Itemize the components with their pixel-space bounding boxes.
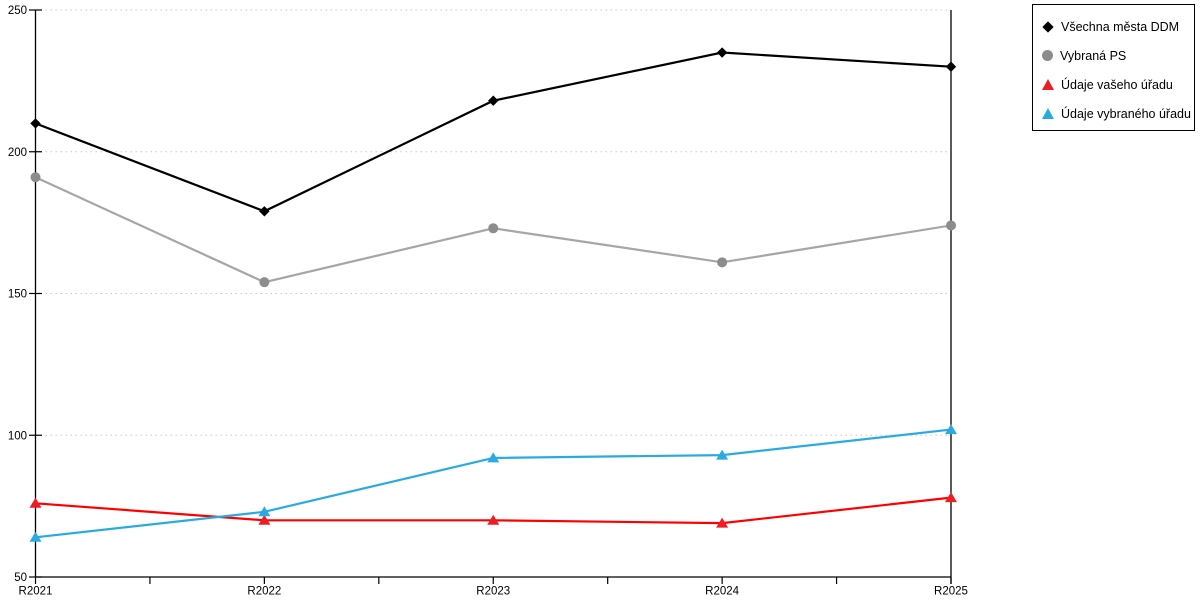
y-axis-label-150: 150 (8, 289, 27, 301)
x-axis-label-R2021: R2021 (19, 586, 53, 598)
legend-item-udaje-vybraneho-uradu: Údaje vybraného úřadu (1042, 99, 1194, 128)
legend-label: Všechna města DDM (1061, 19, 1180, 34)
series-1-circle-marker (259, 277, 270, 288)
series-0-diamond-marker (716, 47, 728, 58)
triangle-marker-icon (1042, 108, 1054, 119)
series-3-triangle-marker (487, 452, 500, 463)
y-axis-label-200: 200 (8, 147, 27, 159)
legend-label: Údaje vybraného úřadu (1061, 106, 1191, 121)
legend-box: Všechna města DDM Vybraná PS Údaje vašeh… (1032, 4, 1195, 131)
series-2-triangle-marker (945, 492, 957, 503)
legend-item-vybrana-ps: Vybraná PS (1042, 41, 1194, 70)
legend-item-udaje-vaseho-uradu: Údaje vašeho úřadu (1042, 70, 1194, 99)
x-axis-label-R2024: R2024 (705, 586, 739, 598)
legend-item-vsechna-mesta-ddm: Všechna města DDM (1042, 12, 1194, 41)
series-1-circle-marker (488, 223, 499, 234)
series-3-triangle-marker (258, 506, 271, 517)
triangle-marker-icon (1042, 79, 1054, 90)
series-line-0 (35, 51, 952, 213)
series-1-circle-marker (946, 220, 956, 231)
y-axis-label-50: 50 (14, 572, 27, 584)
series-2-triangle-marker (487, 514, 500, 525)
series-0-diamond-marker (30, 118, 41, 129)
circle-marker-icon (1042, 50, 1053, 61)
series-3-triangle-marker (945, 424, 957, 435)
x-axis-label-R2022: R2022 (247, 586, 281, 598)
series-2-triangle-marker (716, 517, 729, 528)
x-axis-label-R2025: R2025 (934, 586, 968, 598)
series-1-circle-marker (30, 172, 41, 183)
y-axis-label-100: 100 (8, 430, 27, 442)
series-3-triangle-marker (29, 531, 42, 542)
series-1-circle-marker (717, 257, 728, 268)
series-2-triangle-marker (258, 514, 271, 525)
diamond-marker-icon (1042, 20, 1054, 33)
legend-label: Vybraná PS (1060, 48, 1127, 63)
series-3-triangle-marker (716, 449, 729, 460)
x-axis-label-R2023: R2023 (476, 586, 510, 598)
legend-label: Údaje vašeho úřadu (1061, 77, 1173, 92)
y-axis-label-250: 250 (8, 5, 27, 17)
series-0-diamond-marker (259, 206, 270, 217)
series-2-triangle-marker (29, 497, 42, 508)
series-0-diamond-marker (488, 95, 499, 106)
series-0-diamond-marker (945, 61, 957, 72)
